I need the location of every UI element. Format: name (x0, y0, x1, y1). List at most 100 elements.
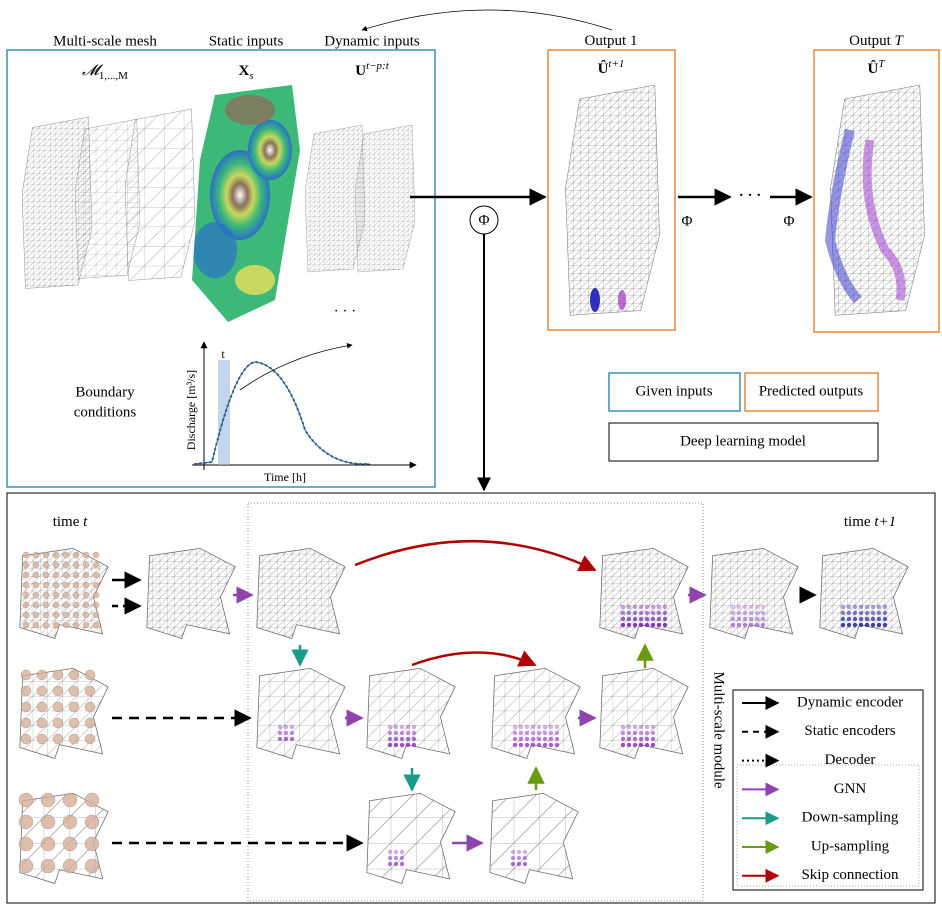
diagram: Multi-scale mesh Static inputs Dynamic i… (0, 0, 942, 908)
activity (543, 725, 547, 729)
activity (761, 611, 765, 615)
mesh (147, 548, 235, 638)
step-symbol: Φ (784, 213, 795, 229)
node (53, 582, 59, 588)
activity (865, 611, 869, 615)
axis-label: Time [h] (264, 470, 306, 484)
activity (621, 737, 625, 741)
activity (394, 850, 398, 854)
activity (517, 856, 521, 860)
model-symbol: Φ (479, 212, 490, 228)
node (53, 592, 59, 598)
node (73, 562, 79, 568)
node (93, 562, 99, 568)
activity (731, 617, 735, 621)
legend-label: Dynamic encoder (797, 694, 903, 710)
node (85, 793, 99, 807)
legend-label: Down-sampling (802, 810, 899, 826)
activity (394, 725, 398, 729)
activity (859, 623, 863, 627)
activity (537, 743, 541, 747)
activity (627, 725, 631, 729)
activity (517, 862, 521, 866)
activity (290, 731, 294, 735)
activity (537, 737, 541, 741)
node (93, 612, 99, 618)
activity (639, 611, 643, 615)
node (43, 612, 49, 618)
node (53, 572, 59, 578)
mesh (20, 668, 108, 758)
mesh (820, 548, 908, 638)
node (19, 837, 33, 851)
activity (841, 611, 845, 615)
activity (523, 856, 527, 860)
activity (651, 743, 655, 747)
activity (645, 611, 649, 615)
node (73, 572, 79, 578)
activity (645, 623, 649, 627)
activity (877, 623, 881, 627)
node (21, 734, 31, 744)
activity (657, 623, 661, 627)
activity (663, 617, 667, 621)
column-title: Multi-scale mesh (53, 33, 157, 49)
legend-label: Decoder (825, 752, 876, 768)
activity (621, 617, 625, 621)
activity (511, 862, 515, 866)
activity (412, 743, 416, 747)
node (23, 582, 29, 588)
activity (743, 611, 747, 615)
arrow (362, 10, 612, 30)
node (85, 718, 95, 728)
activity (555, 743, 559, 747)
activity (883, 605, 887, 609)
activity (883, 611, 887, 615)
activity (513, 731, 517, 735)
activity (663, 611, 667, 615)
node (33, 582, 39, 588)
activity (871, 611, 875, 615)
activity (731, 611, 735, 615)
node (93, 592, 99, 598)
activity (555, 725, 559, 729)
node (23, 592, 29, 598)
boundary-label: Boundary (75, 384, 135, 400)
node (63, 572, 69, 578)
legend-label: Predicted outputs (759, 383, 864, 399)
activity (513, 743, 517, 747)
node (53, 562, 59, 568)
activity (883, 623, 887, 627)
activity (761, 605, 765, 609)
mesh (600, 668, 688, 758)
time-window (218, 360, 230, 465)
legend-label: GNN (834, 781, 867, 797)
node (37, 734, 47, 744)
step-symbol: Φ (682, 213, 693, 229)
node (53, 552, 59, 558)
node (19, 859, 33, 873)
activity (865, 605, 869, 609)
node (53, 602, 59, 608)
mesh (490, 793, 578, 883)
mesh (355, 125, 415, 272)
activity (743, 617, 747, 621)
column-title: Static inputs (209, 33, 284, 49)
node (85, 815, 99, 829)
activity (871, 623, 875, 627)
activity (519, 737, 523, 741)
node (63, 622, 69, 628)
activity (853, 605, 857, 609)
activity (639, 731, 643, 735)
node (43, 572, 49, 578)
node (73, 592, 79, 598)
time-label: time t (53, 514, 88, 530)
activity (645, 737, 649, 741)
activity (627, 743, 631, 747)
node (37, 718, 47, 728)
node (93, 602, 99, 608)
node (63, 592, 69, 598)
node (85, 837, 99, 851)
activity (525, 743, 529, 747)
math-label: Xs (238, 63, 253, 81)
